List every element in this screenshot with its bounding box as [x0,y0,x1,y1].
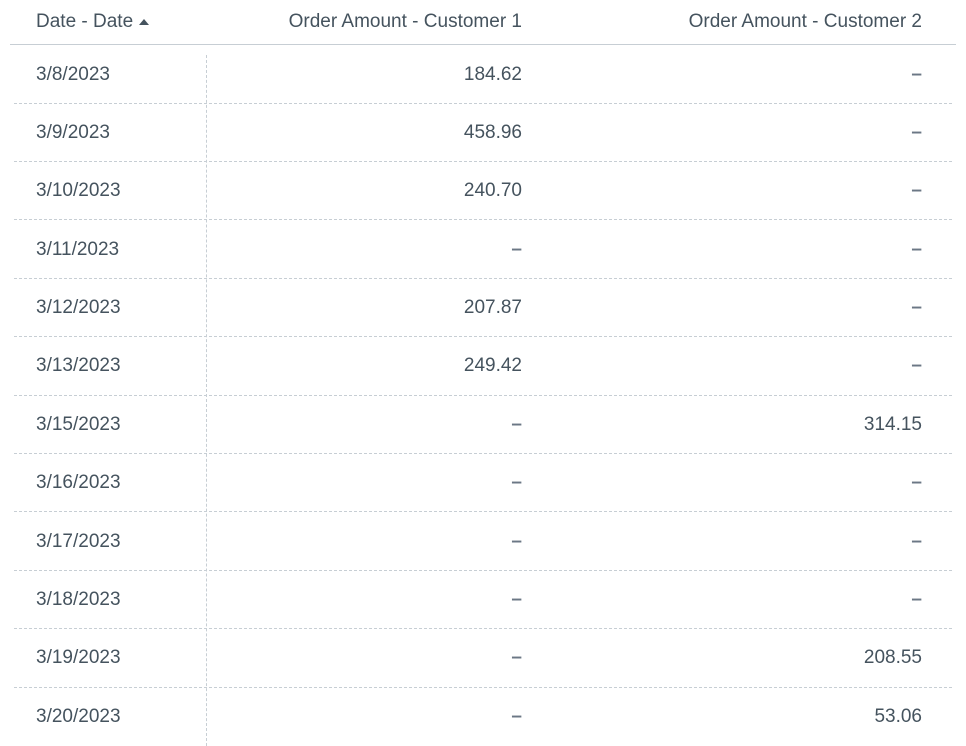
table-row: 3/8/2023184.62– [10,45,956,103]
cell-customer-1: 458.96 [206,122,544,144]
cell-customer-1: 207.87 [206,297,544,319]
table-row: 3/18/2023–– [10,571,956,629]
column-header-customer-2-label: Order Amount - Customer 2 [689,11,922,33]
cell-customer-1: – [206,239,544,261]
cell-customer-2: – [544,297,952,319]
table-row: 3/20/2023–53.06 [10,688,956,746]
cell-customer-2: – [544,531,952,553]
cell-customer-1: – [206,472,544,494]
cell-date: 3/12/2023 [14,297,206,319]
table-row: 3/17/2023–– [10,512,956,570]
cell-customer-1: – [206,589,544,611]
table-row: 3/10/2023240.70– [10,162,956,220]
cell-customer-1: – [206,531,544,553]
cell-date: 3/10/2023 [14,180,206,202]
column-header-date[interactable]: Date - Date [14,11,206,33]
cell-customer-1: – [206,414,544,436]
cell-date: 3/15/2023 [14,414,206,436]
table-row: 3/9/2023458.96– [10,104,956,162]
column-header-customer-1-label: Order Amount - Customer 1 [289,11,522,33]
cell-customer-1: – [206,706,544,728]
column-header-date-label: Date - Date [36,11,133,33]
cell-date: 3/18/2023 [14,589,206,611]
cell-date: 3/19/2023 [14,647,206,669]
table-header-row: Date - Date Order Amount - Customer 1 Or… [10,0,956,45]
cell-date: 3/17/2023 [14,531,206,553]
table-row: 3/12/2023207.87– [10,279,956,337]
cell-customer-2: – [544,180,952,202]
cell-date: 3/11/2023 [14,239,206,261]
cell-customer-2: 314.15 [544,414,952,436]
cell-customer-2: 53.06 [544,706,952,728]
table-row: 3/19/2023–208.55 [10,629,956,687]
sort-ascending-icon [139,19,149,25]
cell-customer-1: 249.42 [206,355,544,377]
order-amount-table: Date - Date Order Amount - Customer 1 Or… [0,0,966,746]
cell-customer-2: – [544,472,952,494]
table-row: 3/13/2023249.42– [10,337,956,395]
cell-customer-2: – [544,239,952,261]
column-header-customer-1[interactable]: Order Amount - Customer 1 [206,11,544,33]
cell-customer-2: – [544,122,952,144]
cell-date: 3/8/2023 [14,64,206,86]
cell-date: 3/20/2023 [14,706,206,728]
cell-customer-1: – [206,647,544,669]
cell-customer-1: 240.70 [206,180,544,202]
cell-customer-2: – [544,589,952,611]
cell-customer-2: – [544,355,952,377]
table-row: 3/11/2023–– [10,220,956,278]
cell-date: 3/13/2023 [14,355,206,377]
cell-customer-1: 184.62 [206,64,544,86]
table-body: 3/8/2023184.62–3/9/2023458.96–3/10/20232… [10,45,956,746]
cell-customer-2: 208.55 [544,647,952,669]
cell-date: 3/16/2023 [14,472,206,494]
table-row: 3/16/2023–– [10,454,956,512]
table-row: 3/15/2023–314.15 [10,396,956,454]
cell-date: 3/9/2023 [14,122,206,144]
column-header-customer-2[interactable]: Order Amount - Customer 2 [544,11,952,33]
cell-customer-2: – [544,64,952,86]
